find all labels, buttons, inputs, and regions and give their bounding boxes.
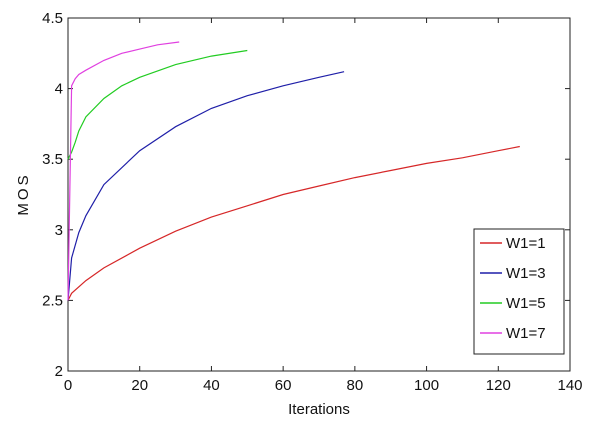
y-axis-label: MOS bbox=[15, 172, 32, 215]
x-axis-label: Iterations bbox=[288, 401, 350, 418]
axes-ticks: 0 20 40 60 80 100 120 140 2 2.5 3 3.5 4 4.5 bbox=[42, 10, 582, 394]
series-lines bbox=[67, 41, 520, 301]
legend: W1=1 W1=3 W1=5 W1=7 bbox=[473, 228, 565, 355]
x-tick-label: 140 bbox=[557, 377, 582, 394]
series-line-1 bbox=[67, 145, 520, 301]
y-tick-label: 2 bbox=[55, 363, 63, 380]
y-tick-label: 4 bbox=[55, 81, 63, 98]
x-tick-label: 40 bbox=[203, 377, 220, 394]
x-tick-label: 80 bbox=[347, 377, 364, 394]
series-line-4 bbox=[67, 41, 180, 301]
x-tick-label: 20 bbox=[131, 377, 148, 394]
y-tick-label: 3.5 bbox=[42, 151, 63, 168]
legend-label-2: W1=3 bbox=[506, 265, 546, 282]
x-tick-label: 0 bbox=[64, 377, 72, 394]
legend-label-4: W1=7 bbox=[506, 325, 546, 342]
x-tick-label: 120 bbox=[486, 377, 511, 394]
series-line-2 bbox=[67, 71, 345, 301]
y-tick-label: 2.5 bbox=[42, 292, 63, 309]
x-tick-label: 100 bbox=[414, 377, 439, 394]
y-tick-label: 4.5 bbox=[42, 10, 63, 27]
legend-label-3: W1=5 bbox=[506, 295, 546, 312]
x-tick-label: 60 bbox=[275, 377, 292, 394]
legend-label-1: W1=1 bbox=[506, 235, 546, 252]
series-line-3 bbox=[67, 49, 248, 160]
y-tick-label: 3 bbox=[55, 222, 63, 239]
